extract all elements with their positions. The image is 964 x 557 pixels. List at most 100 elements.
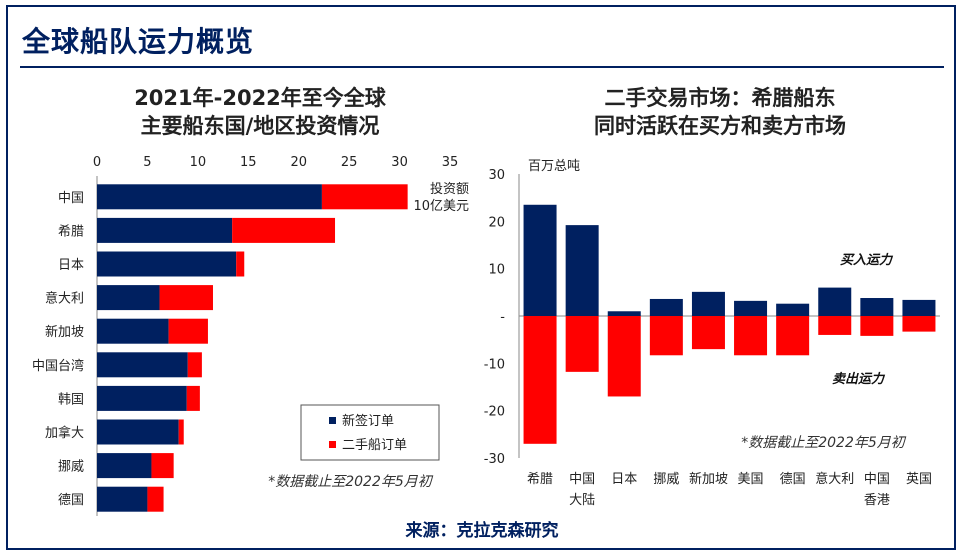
sell-capacity-bar bbox=[565, 316, 599, 372]
x-tick-label: 5 bbox=[143, 155, 151, 170]
new-order-bar bbox=[97, 251, 237, 277]
category-label: 韩国 bbox=[58, 392, 84, 407]
left-chart-title: 2021年-2022年至今全球 主要船东国/地区投资情况 bbox=[60, 84, 460, 140]
legend-swatch bbox=[329, 441, 336, 448]
x-tick-label: 25 bbox=[341, 155, 358, 170]
category-label: 日本 bbox=[611, 472, 637, 487]
source-note: 来源：克拉克森研究 bbox=[405, 521, 559, 541]
category-label: 希腊 bbox=[58, 224, 84, 239]
legend-label: 新签订单 bbox=[342, 413, 394, 429]
left-chart-title-line-2: 主要船东国/地区投资情况 bbox=[140, 114, 380, 138]
new-order-bar bbox=[97, 285, 160, 311]
category-label: 加拿大 bbox=[45, 425, 84, 441]
category-label: 意大利 bbox=[815, 471, 854, 487]
category-label: 日本 bbox=[58, 258, 84, 273]
x-tick-label: 20 bbox=[290, 155, 307, 170]
y-tick-label: -10 bbox=[484, 357, 505, 372]
unit-label-line-2: 10亿美元 bbox=[413, 199, 469, 214]
unit-label-line-1: 投资额 bbox=[430, 181, 469, 197]
category-label: 意大利 bbox=[45, 291, 84, 307]
secondhand-order-bar bbox=[236, 251, 245, 277]
category-label: 大陆 bbox=[569, 492, 595, 508]
secondhand-order-bar bbox=[159, 285, 213, 311]
category-label: 中国台湾 bbox=[32, 358, 84, 374]
y-tick-label: -20 bbox=[484, 405, 505, 420]
legend-box bbox=[300, 404, 440, 461]
secondhand-order-bar bbox=[151, 453, 174, 479]
data-cutoff-note: *数据截止至2022年5月初 bbox=[268, 474, 434, 490]
y-tick-label: 30 bbox=[488, 168, 505, 183]
legend-label: 二手船订单 bbox=[342, 438, 407, 453]
category-label: 希腊 bbox=[527, 472, 553, 487]
x-tick-label: 15 bbox=[240, 155, 257, 170]
buy-capacity-bar bbox=[691, 291, 725, 316]
title-divider bbox=[20, 66, 944, 68]
buy-capacity-bar bbox=[776, 303, 810, 316]
new-order-bar bbox=[97, 385, 187, 411]
buy-capacity-bar bbox=[565, 225, 599, 316]
x-tick-label: 0 bbox=[93, 155, 101, 170]
sell-capacity-bar bbox=[818, 316, 852, 335]
buy-capacity-bar bbox=[902, 299, 936, 316]
category-label: 英国 bbox=[906, 472, 932, 487]
secondhand-order-bar bbox=[321, 184, 408, 210]
y-tick-label: - bbox=[500, 310, 505, 325]
new-order-bar bbox=[97, 419, 179, 445]
buy-series-label: 买入运力 bbox=[840, 252, 894, 268]
legend-swatch bbox=[329, 417, 336, 424]
y-tick-label: 10 bbox=[488, 263, 505, 278]
buy-capacity-bar bbox=[649, 298, 683, 316]
secondhand-order-bar bbox=[178, 419, 184, 445]
category-label: 中国 bbox=[864, 472, 890, 487]
left-chart-title-line-1: 2021年-2022年至今全球 bbox=[134, 86, 386, 110]
y-tick-label: 20 bbox=[488, 215, 505, 230]
secondhand-order-bar bbox=[232, 217, 336, 243]
sell-capacity-bar bbox=[860, 316, 894, 336]
right-chart-title: 二手交易市场：希腊船东 同时活跃在买方和卖方市场 bbox=[500, 84, 940, 140]
x-tick-label: 10 bbox=[190, 155, 207, 170]
category-label: 新加坡 bbox=[45, 324, 84, 340]
sell-series-label: 卖出运力 bbox=[832, 371, 886, 387]
buy-capacity-bar bbox=[607, 311, 641, 316]
secondhand-order-bar bbox=[147, 486, 164, 512]
sell-capacity-bar bbox=[607, 316, 641, 397]
x-tick-label: 30 bbox=[391, 155, 408, 170]
slide-frame bbox=[6, 5, 956, 550]
secondhand-order-bar bbox=[186, 385, 200, 411]
buy-capacity-bar bbox=[523, 204, 557, 316]
secondhand-order-bar bbox=[187, 352, 202, 378]
sell-capacity-bar bbox=[523, 316, 557, 444]
new-order-bar bbox=[97, 217, 233, 243]
sell-capacity-bar bbox=[734, 316, 768, 356]
category-label: 新加坡 bbox=[689, 471, 728, 487]
new-order-bar bbox=[97, 184, 322, 210]
sell-capacity-bar bbox=[902, 316, 936, 332]
category-label: 德国 bbox=[58, 493, 84, 508]
buy-capacity-bar bbox=[860, 298, 894, 316]
category-label: 香港 bbox=[864, 493, 890, 508]
sell-capacity-bar bbox=[776, 316, 810, 356]
buy-capacity-bar bbox=[734, 300, 768, 316]
x-tick-label: 35 bbox=[442, 155, 459, 170]
new-order-bar bbox=[97, 318, 169, 344]
new-order-bar bbox=[97, 453, 152, 479]
sell-capacity-bar bbox=[691, 316, 725, 350]
y-axis-unit-label: 百万总吨 bbox=[528, 159, 580, 174]
data-cutoff-note: *数据截止至2022年5月初 bbox=[741, 435, 907, 451]
category-label: 挪威 bbox=[58, 460, 84, 475]
sell-capacity-bar bbox=[649, 316, 683, 356]
category-label: 中国 bbox=[569, 472, 595, 487]
category-label: 挪威 bbox=[653, 472, 679, 487]
category-label: 美国 bbox=[738, 472, 764, 487]
buy-capacity-bar bbox=[818, 287, 852, 316]
right-chart-title-line-2: 同时活跃在买方和卖方市场 bbox=[594, 114, 846, 138]
page-title: 全球船队运力概览 bbox=[22, 25, 255, 58]
category-label: 德国 bbox=[780, 472, 806, 487]
category-label: 中国 bbox=[58, 191, 84, 206]
right-chart-title-line-1: 二手交易市场：希腊船东 bbox=[604, 86, 836, 110]
new-order-bar bbox=[97, 352, 188, 378]
secondhand-order-bar bbox=[168, 318, 208, 344]
new-order-bar bbox=[97, 486, 148, 512]
